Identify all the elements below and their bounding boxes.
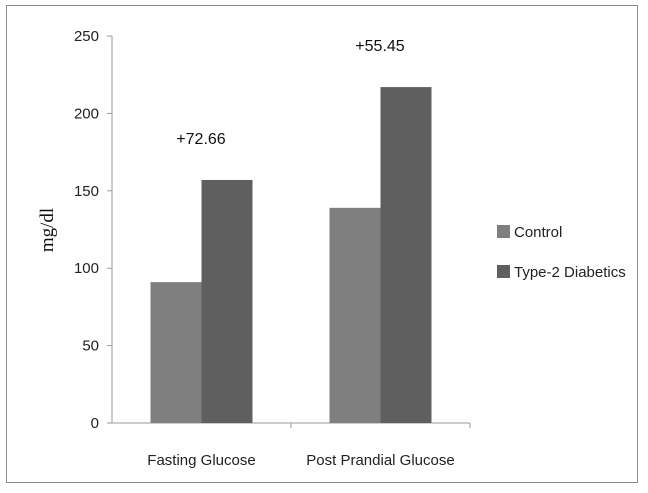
bar-control-2 [329, 207, 381, 423]
y-ticks: 0 50 100 150 200 250 [74, 28, 112, 432]
category-labels: Fasting Glucose Post Prandial Glucose [147, 423, 471, 469]
y-tick-label: 250 [74, 28, 99, 45]
y-tick-label: 100 [74, 260, 99, 277]
data-labels: +72.66 +55.45 [161, 31, 420, 152]
x-category-label: Fasting Glucose [147, 452, 255, 469]
bars [150, 87, 432, 424]
y-tick-label: 50 [82, 338, 99, 355]
legend-label: Type-2 Diabetics [514, 264, 626, 281]
legend-label: Control [514, 224, 562, 241]
x-category-label: Post Prandial Glucose [306, 452, 454, 469]
data-label-bg [340, 31, 420, 60]
bar-type-2-diabetics-1 [201, 179, 253, 423]
legend-swatch [497, 265, 510, 278]
bar-control-1 [150, 282, 202, 423]
y-axis-label: mg/dl [37, 208, 58, 252]
y-tick-label: 200 [74, 105, 99, 122]
chart-frame [6, 5, 638, 483]
legend-swatch [497, 225, 510, 238]
data-label: +55.45 [355, 38, 404, 55]
data-label: +72.66 [176, 131, 225, 148]
data-label-bg [161, 123, 241, 152]
y-tick-label: 0 [91, 415, 99, 432]
legend: Control Type-2 Diabetics [497, 224, 626, 281]
y-tick-label: 150 [74, 183, 99, 200]
bar-type-2-diabetics-2 [380, 87, 432, 424]
